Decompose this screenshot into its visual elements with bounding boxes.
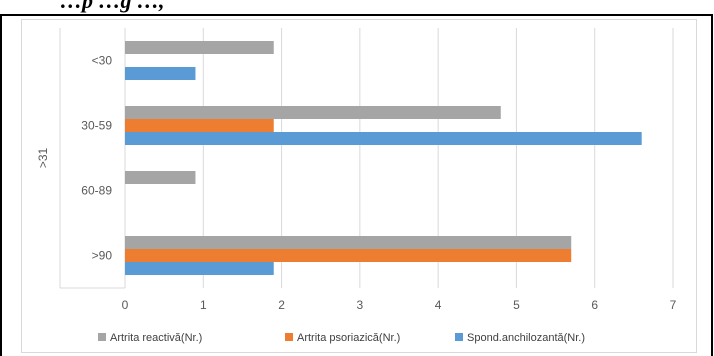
x-tick-label: 0 bbox=[122, 298, 129, 312]
table-border-left bbox=[0, 14, 2, 356]
legend-label-0: Artrita reactivă(Nr.) bbox=[110, 332, 202, 344]
axis-labels: 0 1 2 3 4 5 6 7 <30 30-59 60-89 >90 >31 bbox=[36, 54, 677, 313]
bar->90-series-0 bbox=[125, 236, 572, 249]
bar-<30-series-2 bbox=[125, 67, 196, 80]
category-label: <30 bbox=[92, 54, 113, 68]
bar-30-59-series-2 bbox=[125, 132, 642, 145]
legend-swatch-1 bbox=[285, 333, 293, 341]
legend: Artrita reactivă(Nr.) Artrita psoriazică(… bbox=[98, 332, 585, 344]
bar-60-89-series-0 bbox=[125, 171, 196, 184]
x-tick-label: 2 bbox=[278, 298, 285, 312]
x-tick-label: 3 bbox=[357, 298, 364, 312]
table-frame bbox=[0, 14, 713, 356]
table-border-right bbox=[711, 14, 713, 356]
x-tick-label: 6 bbox=[591, 298, 598, 312]
x-tick-label: 4 bbox=[435, 298, 442, 312]
bar-<30-series-0 bbox=[125, 41, 274, 54]
x-tick-label: 7 bbox=[670, 298, 677, 312]
category-label: >90 bbox=[92, 249, 113, 263]
x-tick-label: 5 bbox=[513, 298, 520, 312]
bar-30-59-series-0 bbox=[125, 106, 501, 119]
group-label: >31 bbox=[36, 147, 50, 168]
clipped-heading-text: …p …g …, bbox=[60, 0, 165, 13]
bars bbox=[125, 41, 642, 275]
bar->90-series-1 bbox=[125, 249, 572, 262]
legend-swatch-0 bbox=[98, 333, 106, 341]
category-label: 60-89 bbox=[81, 184, 112, 198]
bar->90-series-2 bbox=[125, 262, 274, 275]
legend-swatch-2 bbox=[455, 333, 463, 341]
x-tick-label: 1 bbox=[200, 298, 207, 312]
bar-30-59-series-1 bbox=[125, 119, 274, 132]
legend-label-2: Spond.anchilozantă(Nr.) bbox=[467, 332, 585, 344]
category-label: 30-59 bbox=[81, 119, 112, 133]
legend-label-1: Artrita psoriazică(Nr.) bbox=[297, 332, 400, 344]
